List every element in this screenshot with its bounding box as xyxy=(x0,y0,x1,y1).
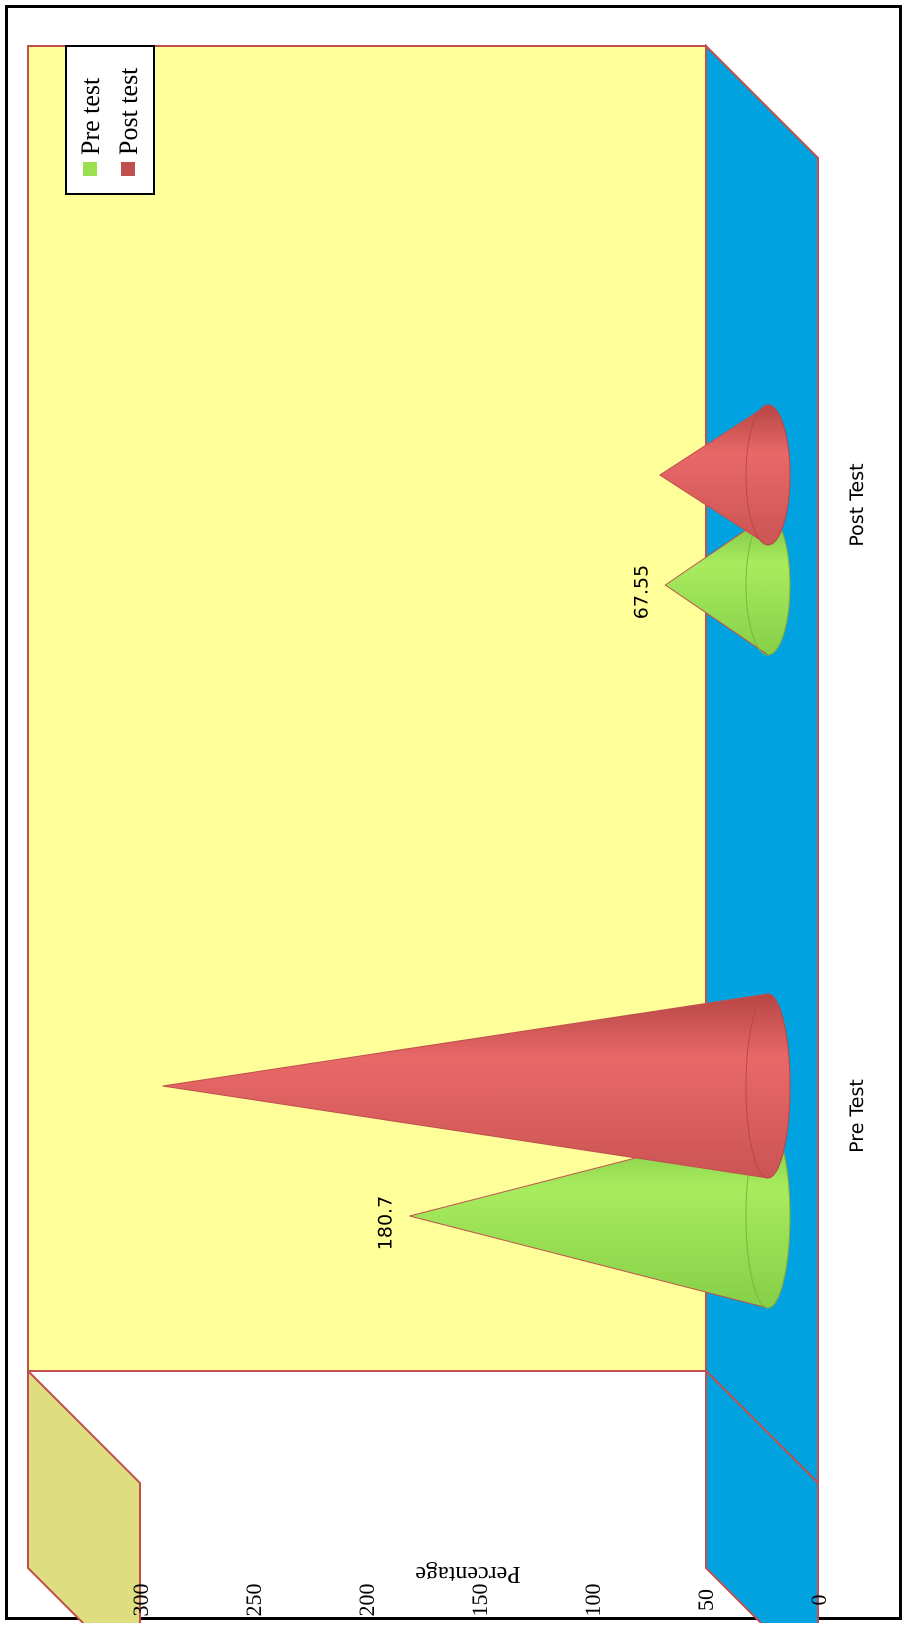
y-tick-label: 50 xyxy=(693,1589,718,1611)
category-label-pre-test: Pre Test xyxy=(846,1079,868,1153)
legend-label-post: Post test xyxy=(114,67,143,155)
cone-marks xyxy=(162,404,791,1309)
data-label: 67.55 xyxy=(630,565,652,619)
y-axis-ticks: 0 50 100 150 200 250 300 xyxy=(128,1584,831,1617)
floor-side xyxy=(705,1368,819,1623)
cone-post-0 xyxy=(162,993,791,1179)
y-tick-label: 250 xyxy=(241,1584,266,1617)
y-tick-label: 200 xyxy=(354,1584,379,1617)
y-axis-label: Percentage xyxy=(415,1561,520,1587)
legend: Pre test Post test xyxy=(65,45,155,195)
legend-swatch-post xyxy=(121,162,135,176)
cone-chart: 0 50 100 150 200 250 300 180.7 67.55 Pre Test P… xyxy=(27,43,868,1623)
legend-label-pre: Pre test xyxy=(76,77,105,155)
y-tick-label: 300 xyxy=(128,1584,153,1617)
chart-frame: 0 50 100 150 200 250 300 180.7 67.55 Pre Test P… xyxy=(5,5,902,1623)
legend-swatch-pre xyxy=(83,162,97,176)
data-labels: 180.7 67.55 xyxy=(375,565,653,1250)
y-tick-label: 0 xyxy=(806,1595,831,1606)
cone-post-1 xyxy=(658,404,791,546)
data-label: 180.7 xyxy=(375,1196,397,1250)
category-label-post-test: Post Test xyxy=(846,463,868,546)
side-wall xyxy=(27,1368,141,1623)
y-tick-label: 100 xyxy=(580,1584,605,1617)
y-tick-label: 150 xyxy=(467,1584,492,1617)
